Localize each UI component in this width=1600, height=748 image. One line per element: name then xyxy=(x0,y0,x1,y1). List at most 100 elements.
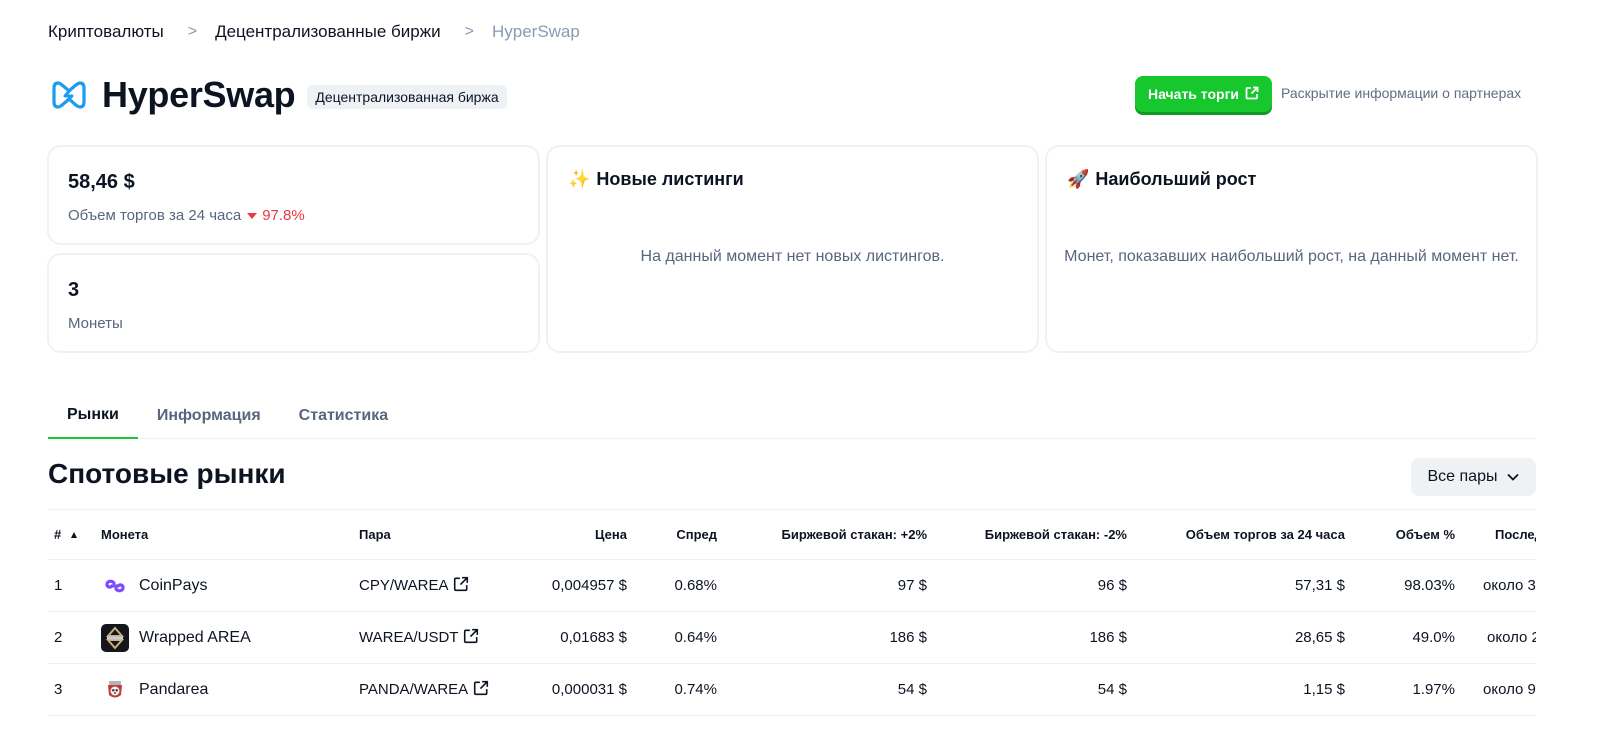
row-pair[interactable]: PANDA/WAREA xyxy=(353,663,523,716)
rocket-icon: 🚀 xyxy=(1067,169,1090,189)
partner-disclosure-link[interactable]: Раскрытие информации о партнерах xyxy=(1281,85,1522,101)
caret-down-icon xyxy=(247,212,258,219)
volume-card: 58,46 $ Объем торгов за 24 часа 97.8% xyxy=(47,145,540,245)
row-volume-pct: 1.97% xyxy=(1351,663,1461,716)
col-updated[interactable]: Последнее обновление xyxy=(1461,509,1536,560)
pairs-filter-select[interactable]: Все пары xyxy=(1411,458,1536,496)
new-listings-title: ✨ Новые листинги xyxy=(568,169,744,190)
row-pair[interactable]: WAREA/USDT xyxy=(353,611,523,664)
volume-change-value: 97.8% xyxy=(262,207,305,224)
col-depth-minus[interactable]: Биржевой стакан: -2% xyxy=(933,509,1133,560)
exchange-header: HyperSwap Децентрализованная биржа xyxy=(48,72,507,118)
new-listings-card: ✨ Новые листинги На данный момент нет но… xyxy=(546,145,1039,353)
row-coin[interactable]: Pandarea xyxy=(95,663,353,716)
row-volume-pct: 98.03% xyxy=(1351,559,1461,612)
top-gainers-card: 🚀 Наибольший рост Монет, показавших наиб… xyxy=(1045,145,1538,353)
volume-label: Объем торгов за 24 часа 97.8% xyxy=(68,207,305,224)
col-volume[interactable]: Объем торгов за 24 часа xyxy=(1133,509,1351,560)
coins-label: Монеты xyxy=(68,315,123,332)
row-updated: около 3 ч xyxy=(1461,559,1536,612)
top-gainers-title: 🚀 Наибольший рост xyxy=(1067,169,1256,190)
col-spread[interactable]: Спред xyxy=(633,509,723,560)
row-rank: 3 xyxy=(48,663,95,716)
row-rank: 2 xyxy=(48,611,95,664)
col-volume-pct[interactable]: Объем % xyxy=(1351,509,1461,560)
external-link-icon xyxy=(473,680,489,700)
table-row: 2 Wrapped AREA WAREA/USDT 0,01683 $ 0.6 xyxy=(48,611,1536,664)
col-coin[interactable]: Монета xyxy=(95,509,353,560)
row-volume: 57,31 $ xyxy=(1133,559,1351,612)
hyperswap-logo-icon xyxy=(48,74,90,116)
row-coin[interactable]: CoinPays xyxy=(95,559,353,612)
top-gainers-title-text: Наибольший рост xyxy=(1095,169,1257,189)
chevron-right-icon: > xyxy=(187,23,198,40)
sparkles-icon: ✨ xyxy=(568,169,591,189)
col-depth-plus[interactable]: Биржевой стакан: +2% xyxy=(723,509,933,560)
row-depth-minus: 96 $ xyxy=(933,559,1133,612)
table-row: 1 CoinPays CPY/WAREA 0,004957 $ 0.68% xyxy=(48,559,1536,612)
coins-card: 3 Монеты xyxy=(47,253,540,353)
row-price: 0,000031 $ xyxy=(523,663,633,716)
pandarea-icon xyxy=(101,676,129,704)
row-volume-pct: 49.0% xyxy=(1351,611,1461,664)
row-price: 0,004957 $ xyxy=(523,559,633,612)
row-coin[interactable]: Wrapped AREA xyxy=(95,611,353,664)
tab-statistics[interactable]: Статистика xyxy=(298,407,389,424)
row-spread: 0.68% xyxy=(633,559,723,612)
volume-change: 97.8% xyxy=(247,207,305,224)
breadcrumb-current: HyperSwap xyxy=(491,22,580,41)
row-pair[interactable]: CPY/WAREA xyxy=(353,559,523,612)
col-rank[interactable]: # xyxy=(48,509,95,560)
new-listings-empty: На данный момент нет новых листингов. xyxy=(640,248,945,265)
breadcrumb-dex[interactable]: Децентрализованные биржи xyxy=(215,22,441,41)
col-price[interactable]: Цена xyxy=(523,509,633,560)
volume-label-text: Объем торгов за 24 часа xyxy=(68,207,242,224)
tab-markets[interactable]: Рынки xyxy=(48,396,138,439)
coins-value: 3 xyxy=(68,279,80,301)
row-depth-plus: 97 $ xyxy=(723,559,933,612)
row-depth-minus: 186 $ xyxy=(933,611,1133,664)
row-volume: 1,15 $ xyxy=(1133,663,1351,716)
row-depth-plus: 54 $ xyxy=(723,663,933,716)
table-row: 3 Pandarea PANDA/WAREA 0,000031 $ 0.74% xyxy=(48,663,1536,716)
row-depth-plus: 186 $ xyxy=(723,611,933,664)
wrapped-area-icon xyxy=(101,623,129,652)
coin-name: CoinPays xyxy=(139,576,208,594)
top-gainers-empty: Монет, показавших наибольший рост, на да… xyxy=(1064,248,1519,265)
row-spread: 0.64% xyxy=(633,611,723,664)
row-updated: около 21 xyxy=(1461,611,1536,664)
pairs-filter-value: Все пары xyxy=(1427,468,1498,485)
exchange-type-badge: Децентрализованная биржа xyxy=(307,85,507,109)
exchange-title: HyperSwap xyxy=(102,74,296,115)
row-volume: 28,65 $ xyxy=(1133,611,1351,664)
volume-value: 58,46 $ xyxy=(68,171,135,193)
coin-name: Wrapped AREA xyxy=(139,628,251,646)
breadcrumb-cryptocurrencies[interactable]: Криптовалюты xyxy=(48,22,164,41)
markets-table: # Монета Пара Цена Спред Биржевой стакан… xyxy=(48,509,1536,716)
spot-markets-title: Спотовые рынки xyxy=(48,458,286,489)
start-trading-label: Начать торги xyxy=(1147,86,1240,102)
chevron-right-icon: > xyxy=(464,23,474,40)
tabs: Рынки Информация Статистика xyxy=(48,396,1536,439)
pair-label: PANDA/WAREA xyxy=(359,681,469,698)
external-link-icon xyxy=(1245,86,1259,103)
row-updated: около 9 ч xyxy=(1461,663,1536,716)
external-link-icon xyxy=(463,628,479,648)
col-rank-label: # xyxy=(54,527,62,542)
row-price: 0,01683 $ xyxy=(523,611,633,664)
row-depth-minus: 54 $ xyxy=(933,663,1133,716)
breadcrumb: Криптовалюты > Децентрализованные биржи … xyxy=(48,21,580,43)
tab-info[interactable]: Информация xyxy=(156,407,261,424)
pair-label: WAREA/USDT xyxy=(359,629,459,646)
col-pair[interactable]: Пара xyxy=(353,509,523,560)
coinpays-icon xyxy=(101,572,129,600)
new-listings-title-text: Новые листинги xyxy=(596,169,744,189)
pair-label: CPY/WAREA xyxy=(359,577,449,594)
chevron-down-icon xyxy=(1507,468,1520,486)
coin-name: Pandarea xyxy=(139,680,209,698)
start-trading-button[interactable]: Начать торги xyxy=(1135,76,1272,112)
external-link-icon xyxy=(453,576,469,596)
table-header-row: # Монета Пара Цена Спред Биржевой стакан… xyxy=(48,509,1536,560)
row-rank: 1 xyxy=(48,559,95,612)
sort-asc-icon xyxy=(71,532,78,538)
